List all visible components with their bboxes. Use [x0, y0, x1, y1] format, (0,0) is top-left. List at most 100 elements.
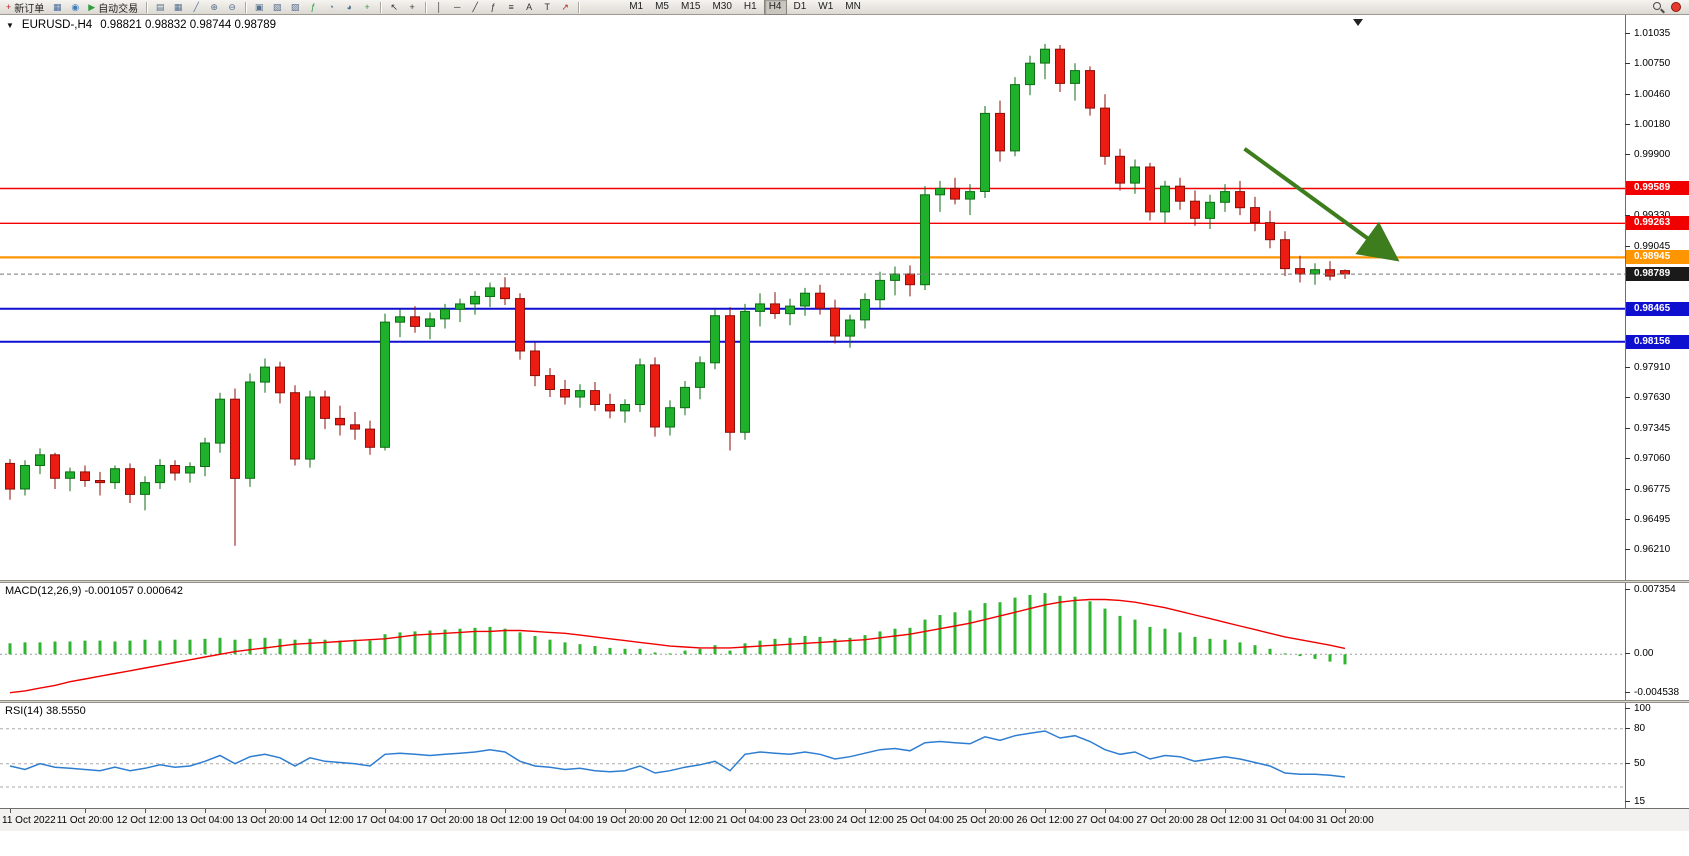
time-label: 21 Oct 04:00: [716, 815, 774, 826]
price-badge: 0.99263: [1626, 216, 1689, 230]
price-tick: 1.00460: [1624, 89, 1671, 100]
indicators-icon: ƒ: [310, 1, 316, 12]
timeframe-h1[interactable]: H1: [743, 1, 757, 12]
candles[interactable]: [5, 43, 1350, 546]
candlestick-button[interactable]: ▦: [170, 0, 186, 14]
time-label: 31 Oct 20:00: [1316, 815, 1374, 826]
price-tick: 0.99045: [1624, 241, 1671, 252]
time-label: 14 Oct 12:00: [296, 815, 354, 826]
cursor-button[interactable]: ↖: [386, 0, 402, 14]
chart-title: ▼ EURUSD-,H4 0.98821 0.98832 0.98744 0.9…: [6, 19, 276, 31]
time-tick: [145, 809, 146, 813]
timeframe-m1[interactable]: M1: [629, 1, 644, 12]
rsi-label: RSI(14) 38.5550: [5, 705, 86, 717]
timeframe-mn[interactable]: MN: [845, 1, 861, 12]
time-tick: [325, 809, 326, 813]
channel-button[interactable]: ≡: [503, 0, 519, 14]
macd-chart[interactable]: [0, 583, 1625, 700]
price-tick: 1.00750: [1624, 58, 1671, 69]
new-order-button[interactable]: + 新订单: [3, 0, 47, 15]
horizontal-line-button[interactable]: ─: [449, 0, 465, 14]
crosshair-icon: +: [409, 1, 415, 12]
record-icon: [1671, 2, 1681, 12]
toolbar-buttons: + 新订单 ▦ ◉ ▶ 自动交易 ▤ ▦ ╱ ⊕ ⊖ ▣ ▧ ▨ ƒ ◔ ◕ + ↖ + │ ─ ╱ ƒ ≡ A T ↗: [3, 0, 582, 15]
rsi-scale-tick: 15: [1624, 796, 1646, 807]
macd-pane[interactable]: 0.007354 0.00 -0.004538 MACD(12,26,9) -0.0…: [0, 583, 1689, 700]
chart-window: 1.01035 1.00750 1.00460 1.00180 0.99900 0.993…: [0, 15, 1689, 856]
timeframe-h4[interactable]: H4: [763, 0, 787, 15]
price-badge: 0.98945: [1626, 250, 1689, 264]
text-label-button[interactable]: T: [539, 0, 555, 14]
rsi-line: [9, 730, 1346, 778]
arrow-tool-button[interactable]: ↗: [557, 0, 573, 14]
vertical-line-button[interactable]: │: [431, 0, 447, 14]
timeframe-m30[interactable]: M30: [712, 1, 732, 12]
periods-button[interactable]: ◔: [323, 0, 339, 14]
text-button[interactable]: A: [521, 0, 537, 14]
macd-scale-tick: 0.007354: [1625, 584, 1676, 595]
pane-resize-handle[interactable]: [0, 700, 1689, 703]
time-label: 19 Oct 20:00: [596, 815, 654, 826]
add-object-button[interactable]: +: [359, 0, 375, 14]
toolbar-right: [1652, 1, 1686, 14]
toolbar-separator: [146, 1, 148, 13]
time-tick: [385, 809, 386, 813]
price-tick: 0.96495: [1624, 514, 1671, 525]
rsi-scale-tick: 80: [1624, 723, 1646, 734]
periods-icon: ◔: [328, 1, 334, 12]
time-label: 11 Oct 2022: [2, 815, 56, 826]
text-icon: A: [526, 1, 533, 12]
fibonacci-button[interactable]: ƒ: [485, 0, 501, 14]
main-chart-pane[interactable]: 1.01035 1.00750 1.00460 1.00180 0.99900 0.993…: [0, 15, 1689, 580]
price-axis[interactable]: 1.01035 1.00750 1.00460 1.00180 0.99900 0.993…: [1624, 15, 1689, 580]
time-tick: [205, 809, 206, 813]
bar-chart-icon: ▤: [155, 1, 165, 12]
indicators-button[interactable]: ƒ: [305, 0, 321, 14]
time-axis[interactable]: 11 Oct 2022 11 Oct 20:00 12 Oct 12:00 13 Oc…: [0, 808, 1689, 831]
new-chart-button[interactable]: ▧: [269, 0, 285, 14]
price-badge: 0.98465: [1626, 302, 1689, 316]
trendline-button[interactable]: ╱: [467, 0, 483, 14]
line-chart-button[interactable]: ╱: [188, 0, 204, 14]
timeframe-d1[interactable]: D1: [793, 1, 807, 12]
price-badge: 0.99589: [1626, 181, 1689, 195]
auto-trading-button[interactable]: ▶ 自动交易: [85, 0, 141, 15]
tile-windows-button[interactable]: ▣: [251, 0, 267, 14]
templates-button[interactable]: ◕: [341, 0, 357, 14]
chart-shift-marker[interactable]: [1353, 19, 1363, 26]
new-chart-icon: ▧: [272, 1, 282, 12]
rsi-scale-tick: 50: [1624, 758, 1646, 769]
chart-window-button[interactable]: ▦: [49, 0, 65, 14]
zoom-in-button[interactable]: ⊕: [206, 0, 222, 14]
symbol-label: EURUSD-,H4: [21, 19, 93, 31]
time-tick: [985, 809, 986, 813]
crosshair-button[interactable]: +: [404, 0, 420, 14]
time-tick: [445, 809, 446, 813]
rsi-chart[interactable]: [0, 703, 1625, 808]
timeframe-m5[interactable]: M5: [655, 1, 669, 12]
toolbar-separator: [578, 1, 580, 13]
market-watch-button[interactable]: ◉: [67, 0, 83, 14]
timeframe-w1[interactable]: W1: [818, 1, 834, 12]
rsi-pane[interactable]: 100 80 50 15 RSI(14) 38.5550: [0, 703, 1689, 808]
price-tick: 0.97910: [1624, 362, 1671, 373]
time-label: 12 Oct 12:00: [116, 815, 174, 826]
bar-chart-button[interactable]: ▤: [152, 0, 168, 14]
ohlc-values: 0.98821 0.98832 0.98744 0.98789: [100, 19, 277, 31]
timeframe-m15[interactable]: M15: [681, 1, 701, 12]
time-label: 18 Oct 12:00: [476, 815, 534, 826]
price-badge: 0.98156: [1626, 335, 1689, 349]
time-label: 27 Oct 04:00: [1076, 815, 1134, 826]
time-tick: [1345, 809, 1346, 813]
search-icon[interactable]: [1652, 1, 1665, 14]
cursor-icon: ↖: [390, 1, 398, 12]
chart-context-arrow[interactable]: ▼: [6, 20, 14, 30]
candlestick-icon: ▦: [173, 1, 183, 12]
zoom-out-button[interactable]: ⊖: [224, 0, 240, 14]
horizontal-lines[interactable]: [0, 187, 1625, 343]
toolbar-separator: [380, 1, 382, 13]
chart-profiles-button[interactable]: ▨: [287, 0, 303, 14]
trend-arrow[interactable]: [1243, 147, 1400, 262]
candlestick-chart[interactable]: [0, 15, 1625, 580]
pane-resize-handle[interactable]: [0, 580, 1689, 583]
